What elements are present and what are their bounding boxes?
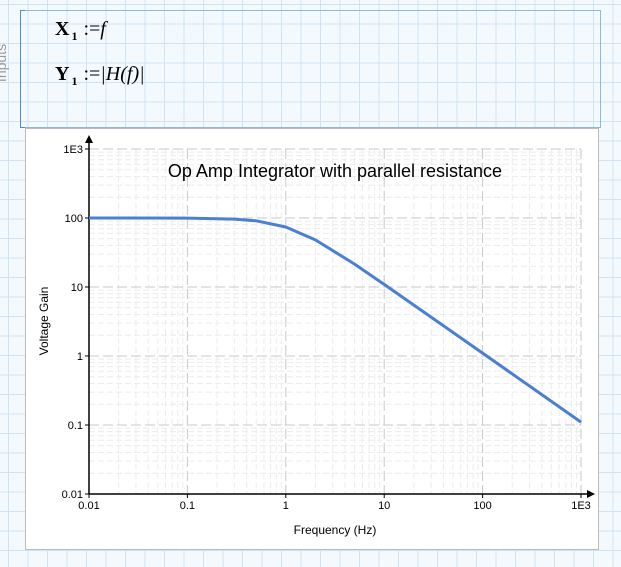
expression: f <box>100 18 106 40</box>
x-tick-label: 100 <box>473 500 491 512</box>
y-tick-label: 0.1 <box>68 420 83 432</box>
operator: := <box>83 18 101 40</box>
x-axis-arrow-icon <box>587 490 595 498</box>
expression: |H(f)| <box>100 63 145 85</box>
subscript: 1 <box>71 29 78 43</box>
y-axis-label: Voltage Gain <box>37 287 51 356</box>
x-tick-label: 0.01 <box>78 500 99 512</box>
plot-card[interactable] <box>25 128 599 550</box>
y-tick-label: 1E3 <box>63 144 83 156</box>
equation-x1[interactable]: X 1 :=f <box>55 18 106 44</box>
inputs-region[interactable] <box>20 10 601 128</box>
y-axis-arrow-icon <box>85 135 93 143</box>
x-tick-label: 1E3 <box>571 500 591 512</box>
y-tick-label: 1 <box>77 351 83 363</box>
y-tick-label: 10 <box>71 282 83 294</box>
operator: := <box>83 63 101 85</box>
x-axis-label: Frequency (Hz) <box>294 523 377 537</box>
y-tick-label: 100 <box>65 213 83 225</box>
equation-y1[interactable]: Y 1 :=|H(f)| <box>55 63 145 89</box>
subscript: 1 <box>71 74 78 88</box>
x-tick-label: 0.1 <box>180 500 195 512</box>
region-bracket[interactable] <box>20 10 25 128</box>
chart-title: Op Amp Integrator with parallel resistan… <box>168 161 502 181</box>
series-line <box>88 216 582 424</box>
y-tick-label: 0.01 <box>62 489 83 501</box>
var: Y <box>55 63 70 85</box>
var: X <box>55 18 70 40</box>
x-tick-label: 10 <box>378 500 390 512</box>
x-tick-label: 1 <box>283 500 289 512</box>
